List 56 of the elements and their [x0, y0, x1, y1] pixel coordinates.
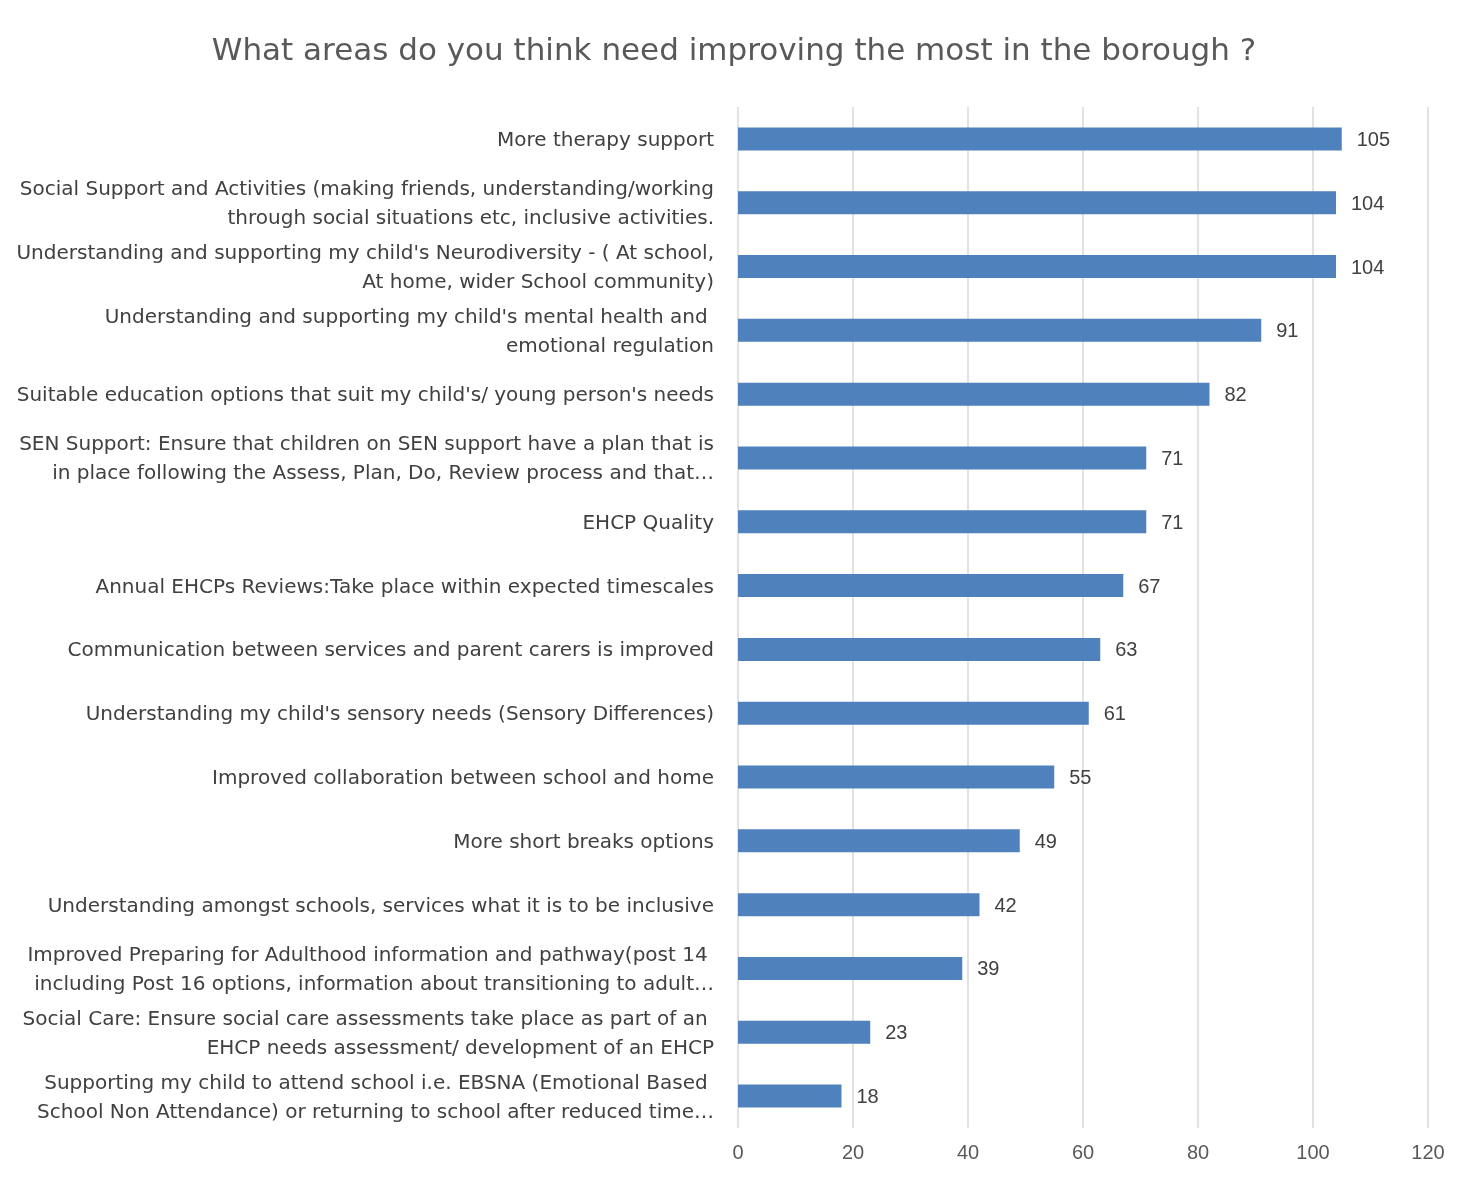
y-tick-label: Understanding amongst schools, services what it is to be inclusive — [47, 892, 714, 917]
bar — [738, 637, 1101, 661]
y-tick-label: Social Care: Ensure social care assessments take place as part of an EHCP needs assessment/ development of an EHCP — [22, 1005, 714, 1059]
x-tick-label: 80 — [1186, 1141, 1210, 1163]
y-tick-label: Improved Preparing for Adulthood information and pathway(post 14 including Post 16 options, information about transitioning to adult… — [27, 941, 714, 995]
data-label: 71 — [1161, 510, 1184, 533]
data-label: 104 — [1351, 191, 1385, 214]
data-label: 105 — [1356, 127, 1391, 150]
y-tick-label: More short breaks options — [453, 828, 714, 853]
y-tick-label: Supporting my child to attend school i.e. EBSNA (Emotional Based School Non Attendance) or returning to school after reduced time… — [37, 1069, 714, 1123]
bar — [738, 765, 1055, 789]
bar — [738, 829, 1020, 853]
data-label: 67 — [1138, 574, 1161, 597]
bar — [738, 510, 1147, 534]
bar — [738, 191, 1336, 215]
data-label: 42 — [994, 893, 1017, 916]
y-tick-label: Understanding my child's sensory needs (Sensory Differences) — [85, 701, 714, 726]
bar — [738, 127, 1342, 151]
y-tick-label: Understanding and supporting my child's mental health and emotional regulation — [104, 303, 714, 357]
y-tick-label: SEN Support: Ensure that children on SEN support have a plan that is in place following the Assess, Plan, Do, Review process and that… — [19, 431, 714, 485]
bar — [738, 956, 963, 980]
x-tick-label: 40 — [956, 1141, 980, 1163]
bar — [738, 382, 1210, 406]
data-label: 61 — [1103, 702, 1126, 725]
bar — [738, 701, 1089, 725]
bar — [738, 318, 1262, 342]
x-tick-label: 60 — [1071, 1141, 1095, 1163]
bar — [738, 1084, 842, 1108]
data-label: 39 — [977, 957, 1000, 980]
data-label: 71 — [1161, 446, 1184, 469]
bar — [738, 893, 980, 917]
y-tick-label: Understanding and supporting my child's Neurodiversity - ( At school, At home, wider School community) — [16, 240, 714, 294]
x-tick-label: 0 — [732, 1141, 744, 1163]
data-label: 63 — [1115, 638, 1138, 661]
y-tick-label: Improved collaboration between school and home — [212, 765, 714, 790]
y-tick-label: More therapy support — [497, 126, 715, 151]
x-tick-label: 100 — [1296, 1141, 1330, 1163]
x-tick-label: 20 — [841, 1141, 865, 1163]
data-label: 91 — [1276, 319, 1299, 342]
bar — [738, 1020, 871, 1044]
data-label: 23 — [885, 1021, 908, 1044]
data-label: 82 — [1224, 383, 1247, 406]
data-label: 55 — [1069, 766, 1092, 789]
y-tick-label: EHCP Quality — [582, 509, 715, 534]
x-tick-label: 120 — [1411, 1141, 1445, 1163]
y-tick-label: Suitable education options that suit my child's/ young person's needs — [16, 382, 714, 407]
bar — [738, 574, 1124, 598]
bar — [738, 446, 1147, 470]
chart-title: What areas do you think need improving the most in the borough ? — [211, 30, 1257, 67]
y-tick-label: Communication between services and parent carers is improved — [67, 637, 714, 662]
data-label: 18 — [856, 1085, 879, 1108]
data-label: 49 — [1034, 829, 1057, 852]
y-tick-label: Social Support and Activities (making friends, understanding/working through social situations etc, inclusive activities. — [19, 176, 714, 230]
bar — [738, 255, 1336, 279]
data-label: 104 — [1351, 255, 1385, 278]
y-tick-label: Annual EHCPs Reviews:Take place within expected timescales — [95, 573, 714, 598]
